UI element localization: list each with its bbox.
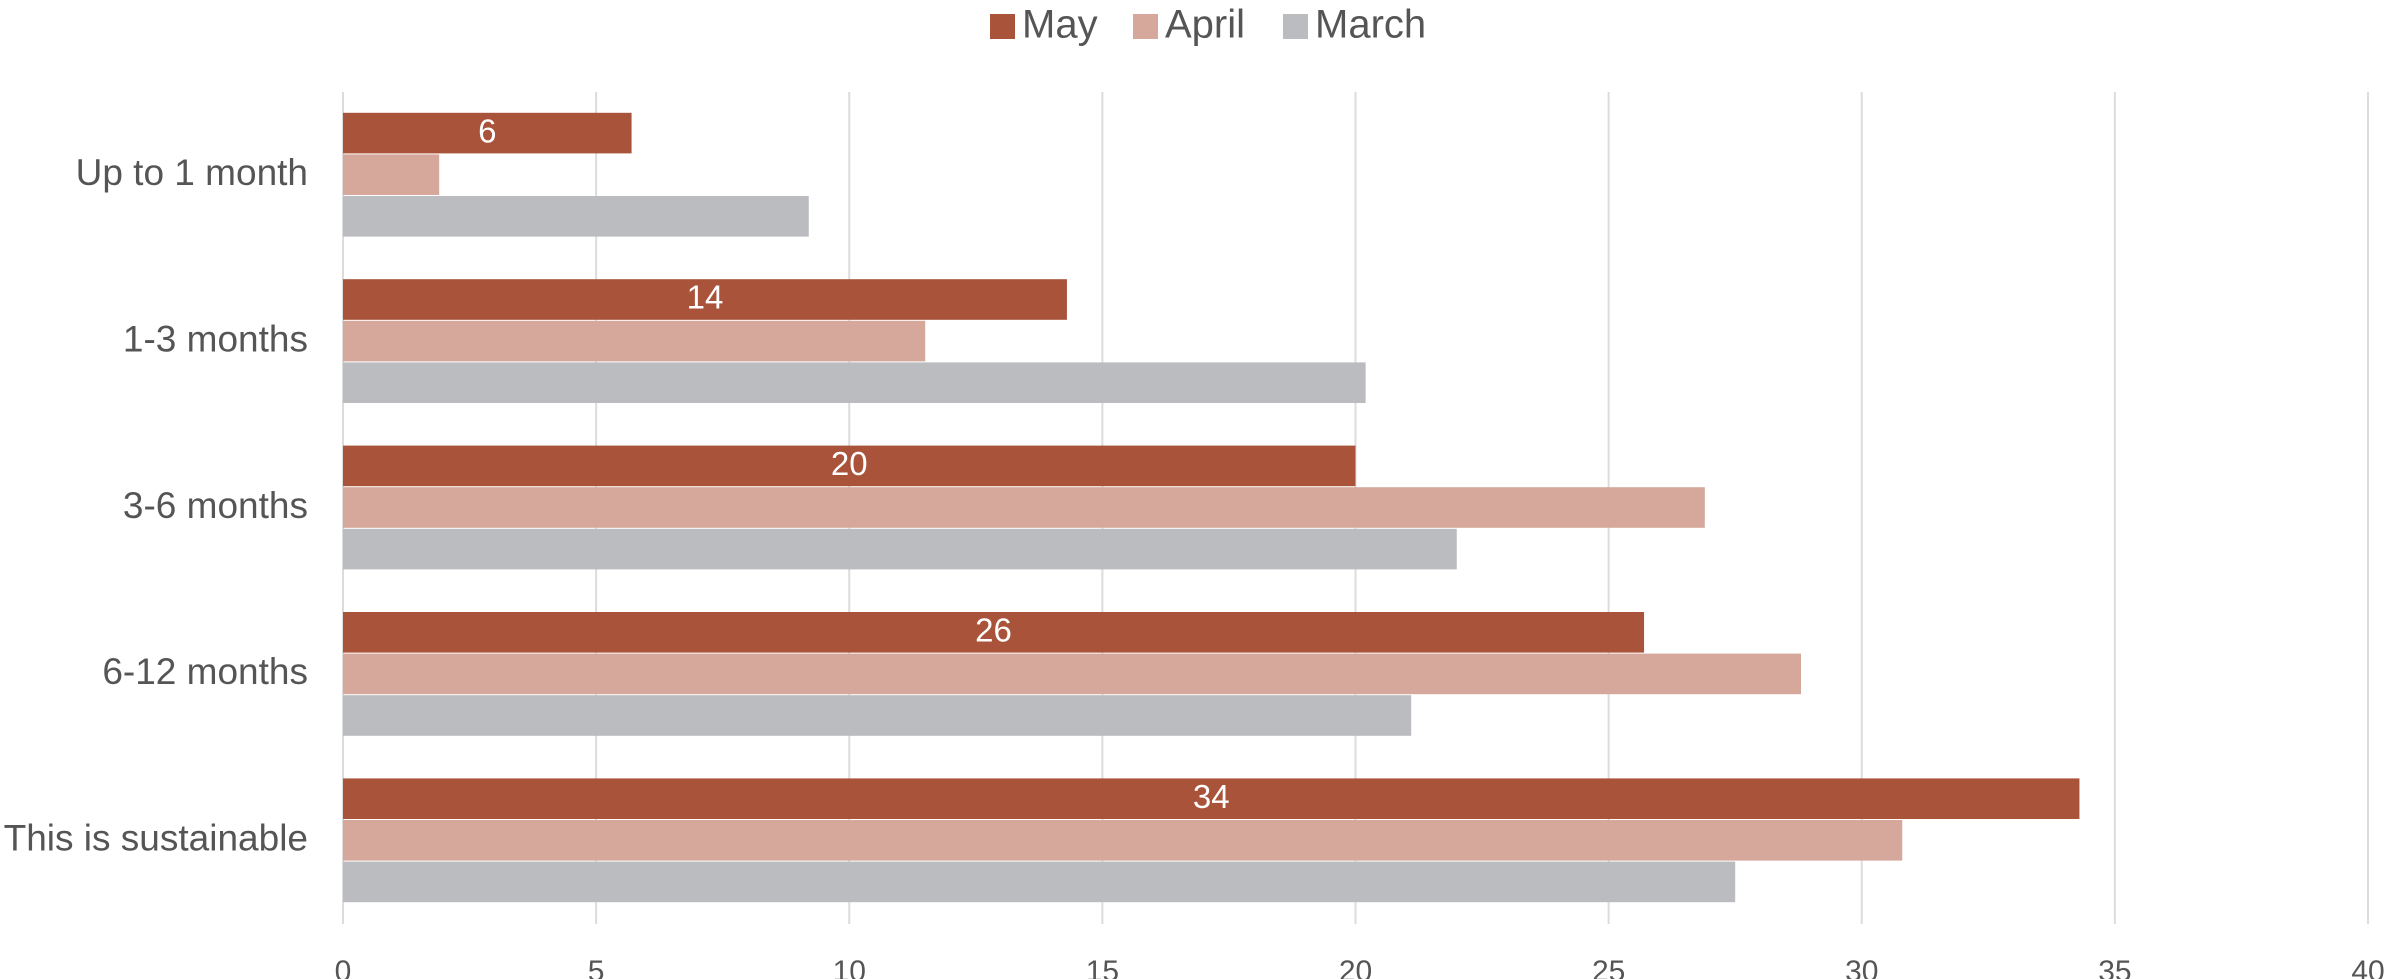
- x-tick-label: 20: [1339, 955, 1372, 979]
- x-tick-label: 25: [1592, 955, 1625, 979]
- y-tick-label: This is sustainable: [4, 818, 308, 859]
- bar: [343, 695, 1412, 736]
- x-tick-label: 30: [1845, 955, 1878, 979]
- bar: [343, 612, 1645, 653]
- x-tick-label: 40: [2351, 955, 2384, 979]
- legend-swatch: [990, 14, 1015, 39]
- bar: [343, 320, 926, 362]
- bar: [343, 778, 2080, 819]
- data-label: 20: [831, 445, 868, 482]
- data-label: 14: [687, 279, 724, 316]
- bar: [343, 112, 632, 154]
- data-label: 34: [1193, 778, 1230, 815]
- legend-label: April: [1165, 3, 1245, 47]
- y-tick-label: 6-12 months: [102, 651, 308, 692]
- bar: [343, 362, 1366, 403]
- legend-label: May: [1022, 3, 1098, 47]
- y-tick-label: 3-6 months: [123, 485, 308, 526]
- data-label: 6: [478, 112, 496, 149]
- x-tick-label: 10: [833, 955, 866, 979]
- bar: [343, 154, 440, 195]
- bar: [343, 820, 1903, 861]
- x-tick-label: 15: [1086, 955, 1119, 979]
- legend-swatch: [1133, 14, 1158, 39]
- x-tick-label: 0: [335, 955, 352, 979]
- x-tick-label: 5: [588, 955, 605, 979]
- y-tick-label: 1-3 months: [123, 318, 308, 359]
- data-label: 26: [975, 612, 1012, 649]
- bar: [343, 279, 1067, 320]
- bar: [343, 861, 1736, 903]
- bar: [343, 487, 1705, 528]
- y-tick-label: Up to 1 month: [76, 152, 308, 193]
- bar: [343, 653, 1801, 695]
- x-tick-label: 35: [2098, 955, 2131, 979]
- bar: [343, 196, 809, 237]
- legend-swatch: [1283, 14, 1308, 39]
- legend-label: March: [1315, 3, 1426, 47]
- bar: [343, 445, 1356, 487]
- bar: [343, 528, 1457, 570]
